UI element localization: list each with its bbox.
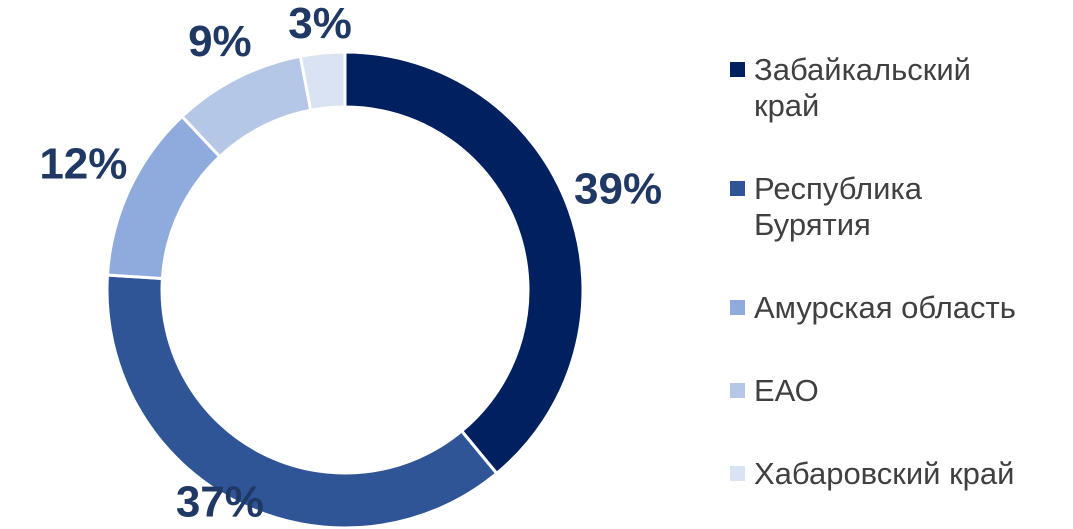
data-label: 12% bbox=[39, 140, 127, 189]
data-label: 3% bbox=[288, 0, 352, 48]
legend-swatch bbox=[730, 300, 745, 315]
slice bbox=[298, 50, 347, 112]
data-label: 9% bbox=[188, 17, 252, 66]
legend-item: Республика Бурятия bbox=[730, 171, 1070, 243]
legend-item: Хабаровский край bbox=[730, 456, 1070, 492]
data-label: 39% bbox=[574, 164, 662, 213]
legend-item: ЕАО bbox=[730, 373, 1070, 409]
legend-label: Республика Бурятия bbox=[754, 171, 922, 242]
slice bbox=[343, 50, 585, 476]
legend-swatch bbox=[730, 181, 745, 196]
legend: Забайкальский край Республика Бурятия Амур… bbox=[730, 52, 1070, 492]
legend-item: Амурская область bbox=[730, 290, 1070, 326]
legend-label: Хабаровский край bbox=[754, 456, 1015, 491]
legend-swatch bbox=[730, 466, 745, 481]
slice bbox=[105, 273, 499, 529]
data-label: 37% bbox=[176, 478, 264, 527]
legend-label: Забайкальский край bbox=[754, 52, 971, 123]
legend-item: Забайкальский край bbox=[730, 52, 1070, 124]
legend-swatch bbox=[730, 383, 745, 398]
legend-label: ЕАО bbox=[754, 373, 819, 408]
legend-swatch bbox=[730, 62, 745, 77]
legend-label: Амурская область bbox=[754, 290, 1016, 325]
